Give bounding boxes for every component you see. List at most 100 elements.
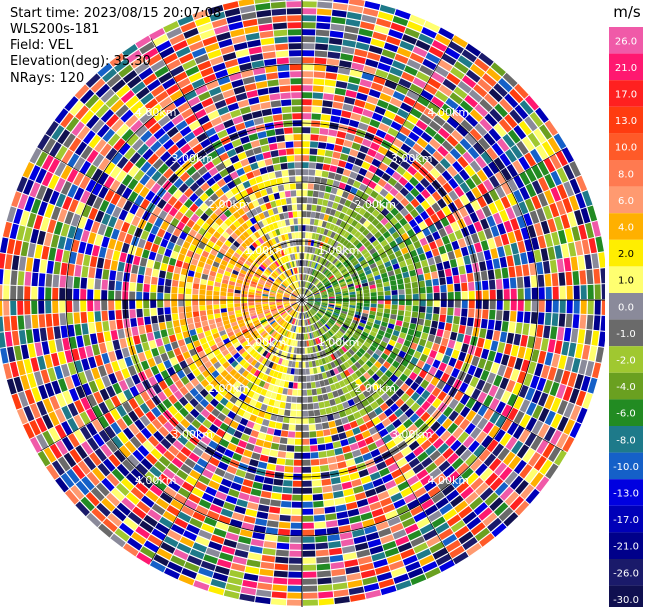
- range-gate: [504, 114, 518, 129]
- range-gate: [461, 49, 477, 63]
- range-gate: [245, 508, 258, 517]
- range-gate: [393, 114, 406, 125]
- range-gate: [368, 426, 378, 436]
- range-gate: [280, 430, 289, 438]
- range-gate: [249, 244, 256, 252]
- range-gate: [282, 264, 287, 271]
- range-gate: [404, 27, 420, 39]
- range-gate: [450, 439, 462, 452]
- range-gate: [122, 70, 138, 84]
- range-gate: [206, 80, 219, 90]
- range-gate: [388, 275, 396, 282]
- range-gate: [363, 240, 371, 248]
- range-gate: [251, 278, 259, 283]
- range-gate: [233, 220, 241, 228]
- range-gate: [365, 324, 372, 331]
- range-gate: [315, 263, 320, 270]
- range-gate: [451, 266, 459, 276]
- range-gate: [318, 310, 325, 314]
- range-gate: [96, 482, 110, 497]
- range-gate: [247, 356, 255, 364]
- range-gate: [283, 314, 289, 320]
- range-gate: [171, 279, 179, 287]
- range-gate: [268, 247, 275, 254]
- range-gate: [150, 225, 160, 235]
- range-gate: [316, 155, 325, 163]
- range-gate: [392, 155, 404, 165]
- range-gate: [259, 497, 271, 506]
- range-gate: [403, 339, 412, 348]
- range-gate: [346, 329, 353, 336]
- range-gate: [276, 278, 282, 284]
- range-gate: [327, 200, 334, 208]
- range-gate: [496, 289, 503, 300]
- range-gate: [250, 367, 257, 375]
- range-gate: [544, 394, 555, 410]
- range-gate: [331, 202, 339, 210]
- range-gate: [174, 379, 184, 390]
- range-gate: [343, 423, 352, 431]
- range-gate: [317, 283, 323, 289]
- range-gate: [262, 303, 269, 307]
- range-gate: [429, 349, 438, 359]
- range-gate: [294, 445, 302, 452]
- range-gate: [283, 302, 290, 305]
- range-gate: [371, 266, 379, 273]
- range-gate: [264, 534, 278, 542]
- range-gate: [257, 410, 266, 418]
- range-gate: [273, 577, 288, 585]
- range-gate: [390, 393, 400, 403]
- range-gate: [430, 421, 441, 432]
- range-gate: [311, 324, 316, 331]
- range-gate: [302, 543, 316, 550]
- range-gate: [316, 388, 322, 395]
- range-gate: [130, 273, 137, 283]
- range-gate: [348, 266, 355, 273]
- range-gate: [278, 335, 284, 342]
- range-gate: [302, 92, 313, 99]
- range-gate: [505, 379, 516, 393]
- range-gate: [303, 288, 306, 295]
- range-gate: [140, 161, 152, 173]
- range-gate: [407, 475, 419, 486]
- range-gate: [369, 142, 380, 151]
- range-gate: [314, 293, 320, 296]
- range-gate: [420, 177, 431, 188]
- range-gate: [303, 305, 307, 312]
- range-gate: [145, 190, 156, 202]
- range-gate: [371, 373, 380, 382]
- range-gate: [431, 387, 442, 398]
- range-gate: [316, 337, 322, 344]
- range-gate: [92, 467, 106, 482]
- range-gate: [559, 300, 566, 314]
- range-gate: [309, 284, 314, 290]
- range-gate: [563, 327, 572, 342]
- range-gate: [361, 177, 371, 186]
- range-gate: [234, 549, 249, 559]
- range-gate: [501, 321, 509, 332]
- range-gate: [150, 59, 166, 72]
- range-gate: [42, 414, 54, 430]
- range-gate: [204, 360, 213, 369]
- range-gate: [304, 305, 308, 311]
- range-gate: [354, 213, 363, 222]
- range-gate: [89, 452, 102, 467]
- range-gate: [115, 300, 122, 310]
- range-gate: [425, 234, 435, 244]
- range-gate: [273, 192, 281, 200]
- range-gate: [352, 195, 361, 204]
- range-gate: [79, 89, 95, 104]
- range-gate: [580, 375, 591, 392]
- range-gate: [393, 182, 404, 192]
- range-gate: [224, 323, 232, 330]
- range-gate: [501, 418, 513, 432]
- range-gate: [121, 128, 134, 142]
- range-gate: [223, 471, 235, 481]
- range-gate: [522, 264, 530, 277]
- range-gate: [339, 197, 347, 205]
- range-gate: [421, 561, 438, 573]
- range-gate: [185, 306, 192, 313]
- range-gate: [400, 246, 409, 255]
- range-gate: [363, 289, 370, 294]
- range-gate: [361, 72, 375, 82]
